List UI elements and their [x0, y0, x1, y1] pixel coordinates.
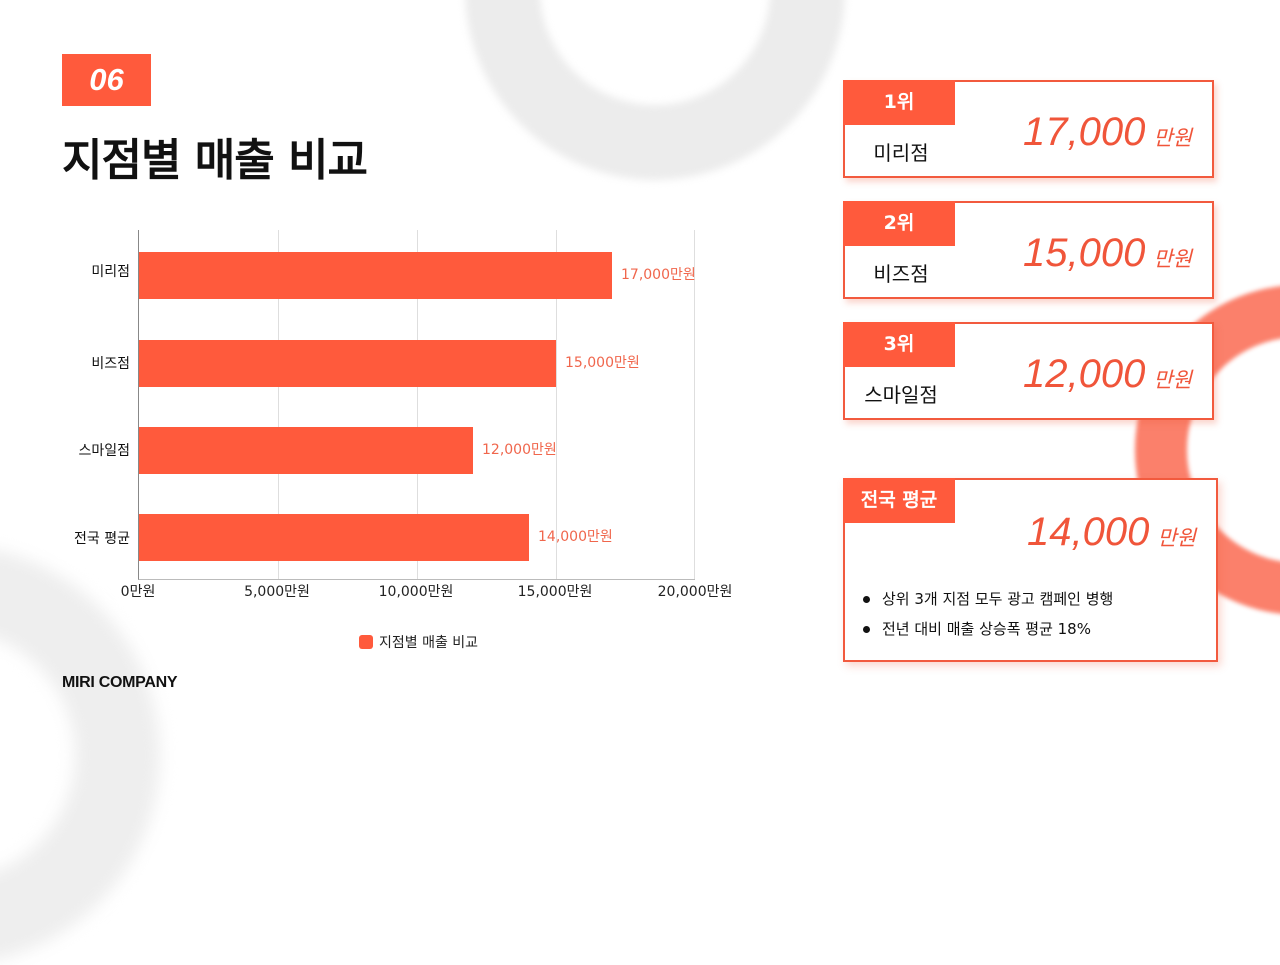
value-number: 12,000: [1023, 352, 1146, 396]
category-label: 전국 평균: [74, 531, 130, 547]
note-item: 전년 대비 매출 상승폭 평균 18%: [863, 614, 1113, 644]
x-tick-label: 20,000만원: [657, 584, 733, 600]
bar: [139, 340, 556, 387]
rank-card-1: 1위 미리점 17,000 만원: [843, 80, 1214, 178]
bar-value-label: 15,000만원: [565, 355, 640, 371]
legend-swatch: [359, 635, 373, 649]
gridline: [278, 230, 279, 579]
rank-tag: 1위: [843, 80, 955, 125]
x-tick-label: 5,000만원: [244, 584, 310, 600]
branch-name: 스마일점: [864, 383, 938, 407]
rank-card-3: 3위 스마일점 12,000 만원: [843, 322, 1214, 420]
x-tick-label: 0만원: [120, 584, 156, 600]
branch-name: 비즈점: [873, 262, 929, 286]
bar: [139, 514, 529, 561]
rank-value: 12,000 만원: [1023, 352, 1192, 397]
average-tag: 전국 평균: [843, 478, 955, 523]
rank-value: 17,000 만원: [1023, 110, 1192, 155]
x-tick-label: 15,000만원: [517, 584, 593, 600]
company-footer: MIRI COMPANY: [62, 674, 178, 691]
value-number: 14,000: [1027, 510, 1150, 554]
rank-tag: 3위: [843, 322, 955, 367]
note-text: 전년 대비 매출 상승폭 평균 18%: [882, 620, 1091, 638]
bullet-icon: [863, 625, 870, 633]
bar-value-label: 12,000만원: [482, 442, 557, 458]
chart-legend: 지점별 매출 비교: [359, 632, 478, 652]
average-card: 전국 평균 14,000 만원 상위 3개 지점 모두 광고 캠페인 병행 전년 …: [843, 478, 1218, 662]
value-unit: 만원: [1153, 368, 1192, 392]
value-number: 17,000: [1023, 110, 1146, 154]
slide-number-badge: 06: [62, 54, 151, 106]
bullet-icon: [863, 595, 870, 603]
gridline: [417, 230, 418, 579]
x-tick-label: 10,000만원: [378, 584, 454, 600]
branch-name: 미리점: [873, 141, 929, 165]
average-value: 14,000 만원: [1027, 510, 1196, 555]
value-unit: 만원: [1153, 126, 1192, 150]
page-title: 지점별 매출 비교: [62, 135, 368, 186]
rank-tag: 2위: [843, 201, 955, 246]
bar: [139, 252, 612, 299]
category-label: 비즈점: [91, 356, 130, 372]
value-unit: 만원: [1153, 247, 1192, 271]
gridline: [556, 230, 557, 579]
value-number: 15,000: [1023, 231, 1146, 275]
bar: [139, 427, 473, 474]
value-unit: 만원: [1157, 526, 1196, 550]
category-label: 미리점: [91, 264, 130, 280]
legend-label: 지점별 매출 비교: [379, 635, 479, 651]
average-notes: 상위 3개 지점 모두 광고 캠페인 병행 전년 대비 매출 상승폭 평균 18…: [863, 584, 1113, 644]
bar-value-label: 14,000만원: [538, 529, 613, 545]
note-item: 상위 3개 지점 모두 광고 캠페인 병행: [863, 584, 1113, 614]
gridline: [694, 230, 695, 579]
plot-area: 17,000만원 15,000만원 12,000만원 14,000만원: [138, 230, 696, 580]
category-label: 스마일점: [78, 443, 130, 459]
note-text: 상위 3개 지점 모두 광고 캠페인 병행: [882, 590, 1114, 608]
rank-value: 15,000 만원: [1023, 231, 1192, 276]
bar-value-label: 17,000만원: [621, 267, 696, 283]
bar-chart: 미리점 비즈점 스마일점 전국 평균 17,000만원 15,000만원 12,…: [0, 0, 760, 720]
rank-card-2: 2위 비즈점 15,000 만원: [843, 201, 1214, 299]
